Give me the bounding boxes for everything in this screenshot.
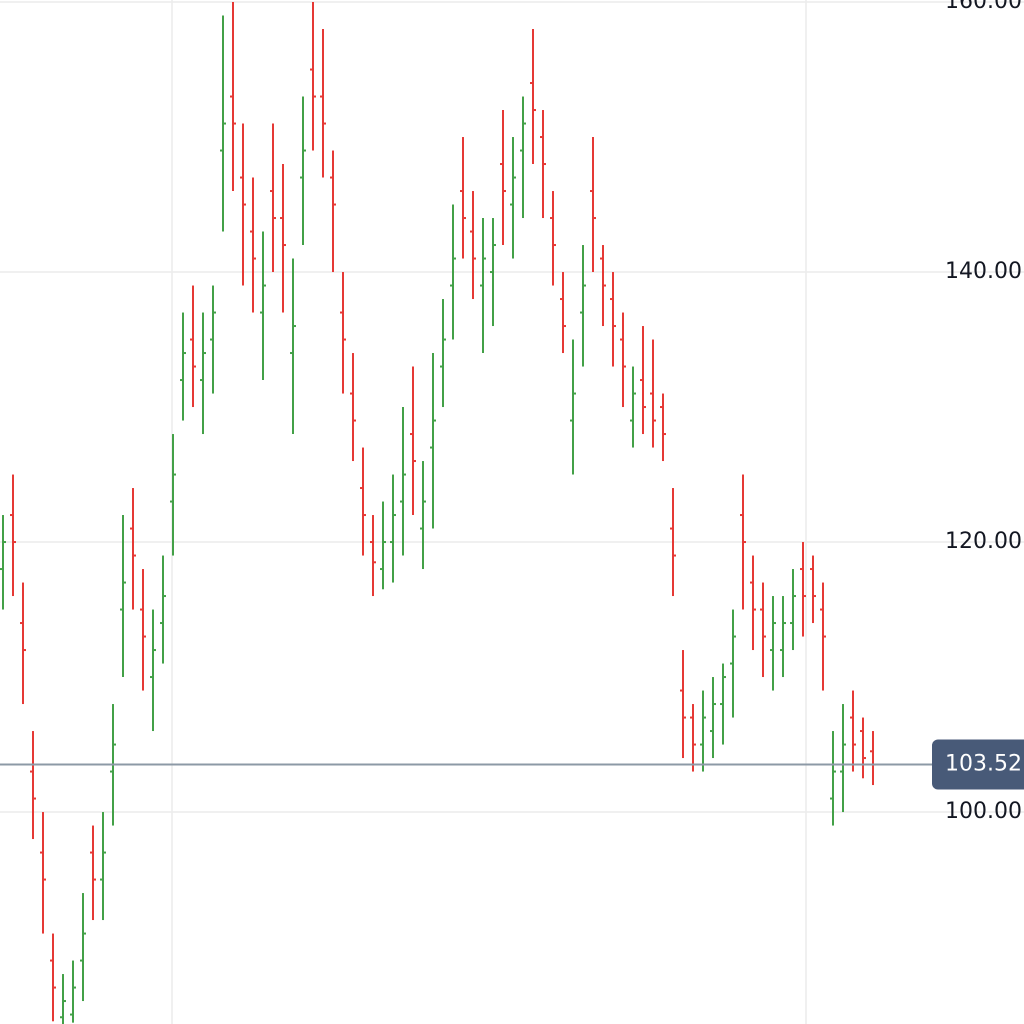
ohlc-bar [120,515,126,678]
ohlc-bar [60,974,66,1024]
overlay: 100.00 120.00 140.00 160.00 103.52 [0,0,1024,824]
ohlc-bar [820,582,826,691]
ohlc-bar [330,150,336,273]
ohlc-bar [740,474,746,610]
ohlc-bar [850,690,856,772]
ohlc-bar [250,177,256,313]
ohlc-bar [140,569,146,691]
ohlc-bar [560,272,566,354]
ohlc-bar [190,285,196,408]
ohlc-bar [380,501,386,590]
ohlc-bar [730,609,736,718]
ohlc-bar [430,353,436,529]
ohlc-bar [180,312,186,421]
ohlc-bar [770,596,776,691]
ohlc-bar [100,812,106,921]
ohlc-bar [30,731,36,840]
ohlc-bar [680,650,686,759]
ohlc-bar [510,137,516,259]
ohlc-bar [160,555,166,664]
ohlc-bar [420,461,426,570]
ohlc-bar [50,933,56,1022]
ohlc-bar [320,29,326,178]
ohlc-bar [440,299,446,408]
ohlc-bar [340,272,346,394]
ohlc-bar [360,447,366,556]
ohlc-bar [800,542,806,637]
ohlc-bar [830,731,836,826]
ohlc-bar [650,339,656,448]
ohlc-bar [810,555,816,624]
ohlc-bar [520,96,526,219]
ohlc-bar [840,704,846,813]
ohlc-bar [590,137,596,273]
grid [0,1,1024,813]
ohlc-bar [860,717,866,779]
ohlc-bar [300,96,306,246]
ohlc-bar [760,582,766,678]
ohlc-bar [630,366,636,448]
ohlc-bar [610,272,616,367]
ohlc-bar [720,663,726,745]
ohlc-bar [750,555,756,651]
ohlc-bar [700,690,706,772]
ohlc-bar [540,110,546,219]
ohlc-bar [640,326,646,435]
ohlc-bar [40,812,46,934]
ohlc-bar [230,2,236,192]
ohlc-bar [210,285,216,394]
last-price-box [932,739,1024,790]
ohlc-bar [0,515,6,610]
ohlc-bar [690,704,696,772]
ohlc-bar [450,204,456,340]
ohlc-bar [470,191,476,300]
ohlc-bar [710,677,716,759]
bars [0,2,876,1024]
ohlc-bar [480,218,486,354]
ohlc-bar [550,191,556,286]
ohlc-bar [490,218,496,327]
ohlc-bar [90,825,96,921]
ohlc-bar [390,474,396,583]
ohlc-bar [130,488,136,610]
ohlc-bar [170,434,176,556]
ohlc-bar [620,312,626,408]
y-tick-label: 120.00 [945,529,1022,554]
last-price-label: 103.52 [945,752,1022,777]
ohlc-bar [870,731,876,786]
ohlc-bar [400,407,406,556]
ohlc-bar [20,582,26,705]
ohlc-bar [370,515,376,597]
ohlc-bar [780,596,786,678]
ohlc-bar [260,231,266,381]
y-tick-label: 140.00 [945,259,1022,284]
ohlc-bar [280,164,286,313]
ohlc-bar [790,569,796,651]
y-tick-label: 160.00 [945,0,1022,14]
ohlc-bar [660,393,666,462]
ohlc-bar [220,15,226,232]
ohlc-bar [580,245,586,367]
ohlc-bar [410,366,416,516]
ohlc-bar [530,29,536,165]
ohlc-bar [10,474,16,597]
ohlc-bar [70,960,76,1023]
ohlc-bar [150,609,156,732]
ohlc-bar [200,312,206,435]
ohlc-bar [310,2,316,151]
ohlc-bar [600,245,606,327]
ohlc-bar [80,893,86,1002]
ohlc-bar [670,488,676,597]
ohlc-bar [240,123,246,286]
ohlc-bar [270,123,276,273]
ohlc-bar [350,353,356,462]
ohlc-bar [460,137,466,259]
ohlc-bar [570,339,576,475]
y-tick-label: 100.00 [945,799,1022,824]
ohlc-bar [500,110,506,246]
ohlc-bar [290,258,296,435]
